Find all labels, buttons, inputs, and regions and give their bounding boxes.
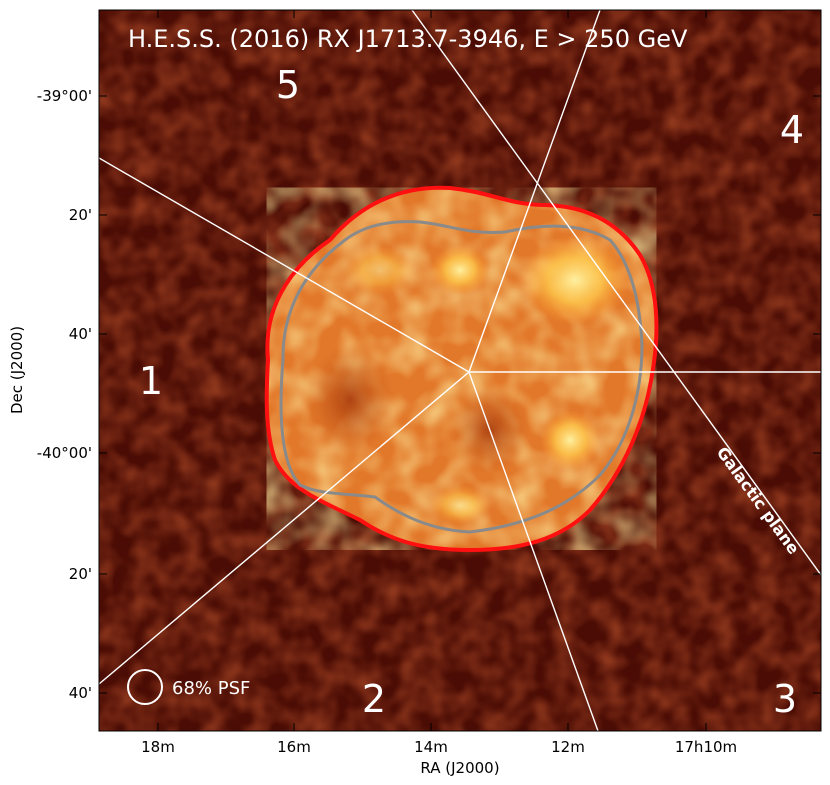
psf-circle <box>127 669 163 705</box>
x-tick-label: 12m <box>551 738 585 756</box>
bright-spot <box>520 235 630 325</box>
bright-spot <box>430 245 490 295</box>
inner-contour <box>279 220 644 534</box>
region-line <box>99 157 470 373</box>
y-tick-label: 40' <box>69 325 92 343</box>
x-axis-label: RA (J2000) <box>420 759 499 777</box>
plot-area <box>99 10 821 731</box>
x-tick-label: 14m <box>414 738 448 756</box>
map-title: H.E.S.S. (2016) RX J1713.7-3946, E > 250… <box>128 25 688 53</box>
y-tick-label: 20' <box>69 206 92 224</box>
x-tick-label: 18m <box>141 738 175 756</box>
x-tick-label: 16m <box>277 738 311 756</box>
dark-patch <box>305 345 395 455</box>
y-axis-label: Dec (J2000) <box>8 326 26 414</box>
region-label-3: 3 <box>773 677 797 721</box>
bright-spot <box>540 410 600 470</box>
bright-spot <box>345 245 415 295</box>
region-line <box>468 371 599 731</box>
y-tick-marks <box>99 95 821 694</box>
region-line <box>99 371 470 685</box>
y-tick-label: -40°00' <box>37 444 92 462</box>
galactic-plane-line <box>411 10 821 576</box>
plot-frame <box>98 9 822 732</box>
region-label-1: 1 <box>139 359 163 403</box>
region-label-4: 4 <box>780 108 804 152</box>
bright-spot <box>430 485 490 525</box>
region-line <box>468 10 601 373</box>
y-tick-label: 40' <box>69 684 92 702</box>
region-label-2: 2 <box>362 677 386 721</box>
x-tick-marks <box>157 10 707 731</box>
region-label-5: 5 <box>276 63 300 107</box>
y-tick-label: -39°00' <box>37 87 92 105</box>
region-lines <box>99 10 821 731</box>
psf-label: 68% PSF <box>172 678 250 699</box>
x-tick-label: 17h10m <box>675 738 737 756</box>
y-tick-label: 20' <box>69 565 92 583</box>
outer-contour <box>264 185 659 553</box>
